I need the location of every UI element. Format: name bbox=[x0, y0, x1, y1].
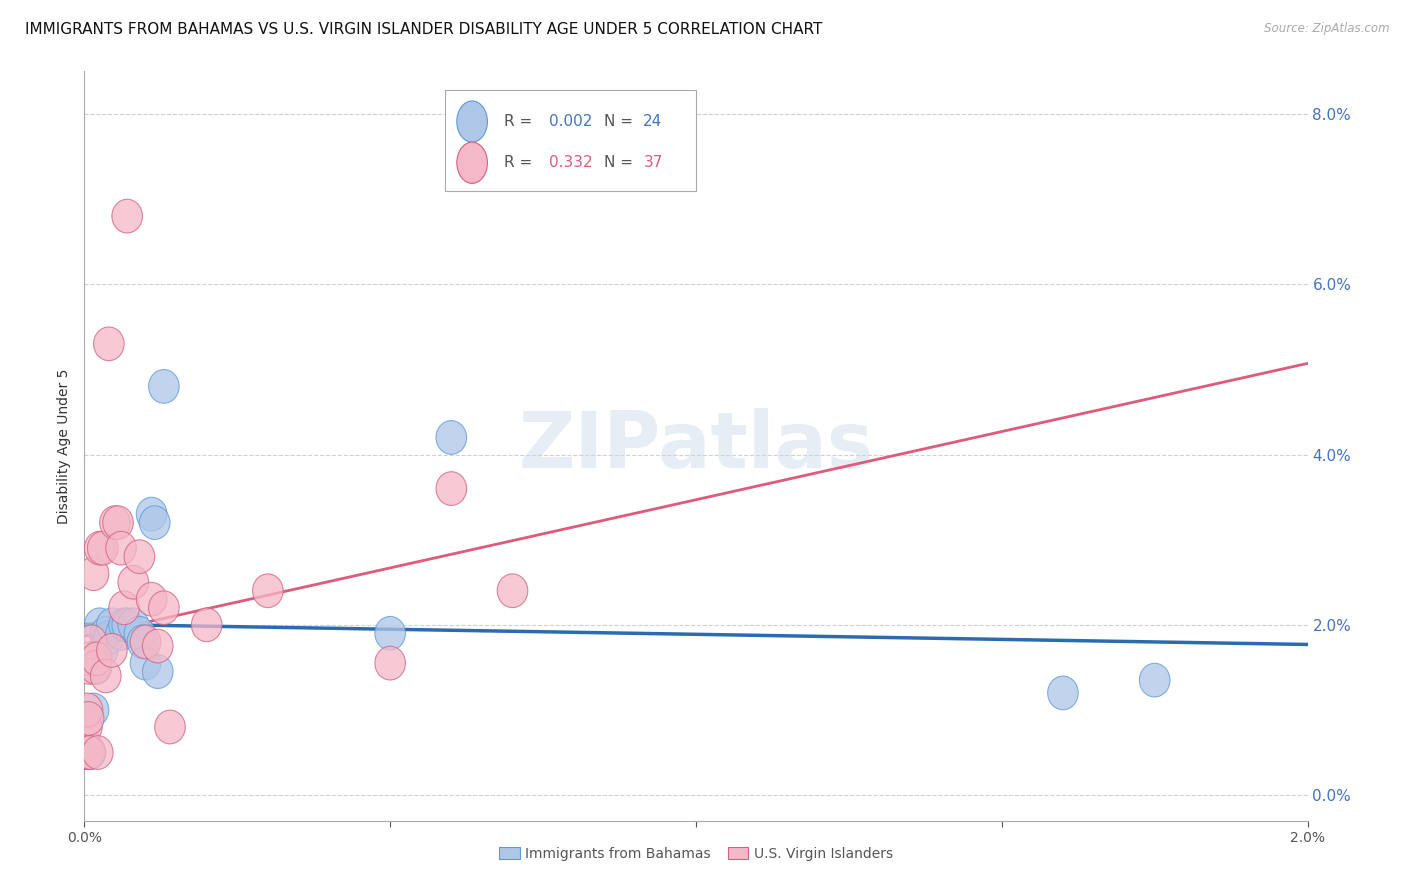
Ellipse shape bbox=[142, 629, 173, 663]
Ellipse shape bbox=[94, 327, 124, 360]
Ellipse shape bbox=[131, 625, 160, 658]
Ellipse shape bbox=[142, 655, 173, 689]
Text: 0.002: 0.002 bbox=[550, 114, 592, 129]
Ellipse shape bbox=[72, 736, 103, 770]
Ellipse shape bbox=[139, 506, 170, 540]
Ellipse shape bbox=[436, 421, 467, 454]
Ellipse shape bbox=[105, 616, 136, 650]
Ellipse shape bbox=[375, 647, 405, 680]
Ellipse shape bbox=[124, 616, 155, 650]
Text: N =: N = bbox=[605, 114, 633, 129]
Text: 0.332: 0.332 bbox=[550, 155, 593, 170]
Ellipse shape bbox=[136, 582, 167, 616]
Text: ZIPatlas: ZIPatlas bbox=[519, 408, 873, 484]
Ellipse shape bbox=[83, 736, 112, 770]
Text: R =: R = bbox=[503, 114, 533, 129]
Ellipse shape bbox=[75, 736, 105, 770]
Ellipse shape bbox=[80, 650, 111, 684]
Text: 24: 24 bbox=[644, 114, 662, 129]
Ellipse shape bbox=[127, 625, 157, 658]
Ellipse shape bbox=[84, 608, 115, 641]
Ellipse shape bbox=[191, 608, 222, 641]
Ellipse shape bbox=[118, 566, 149, 599]
Ellipse shape bbox=[100, 506, 131, 540]
Ellipse shape bbox=[149, 591, 179, 624]
Ellipse shape bbox=[436, 472, 467, 506]
Y-axis label: Disability Age Under 5: Disability Age Under 5 bbox=[58, 368, 72, 524]
Ellipse shape bbox=[108, 591, 139, 624]
Ellipse shape bbox=[498, 574, 527, 607]
Ellipse shape bbox=[131, 647, 160, 680]
Ellipse shape bbox=[108, 608, 139, 641]
Text: N =: N = bbox=[605, 155, 633, 170]
Ellipse shape bbox=[105, 532, 136, 565]
Ellipse shape bbox=[253, 574, 283, 607]
Ellipse shape bbox=[94, 621, 124, 655]
Ellipse shape bbox=[72, 710, 103, 744]
Ellipse shape bbox=[72, 693, 103, 727]
Ellipse shape bbox=[79, 693, 108, 727]
Ellipse shape bbox=[90, 616, 121, 650]
Legend: Immigrants from Bahamas, U.S. Virgin Islanders: Immigrants from Bahamas, U.S. Virgin Isl… bbox=[494, 841, 898, 866]
Ellipse shape bbox=[87, 633, 118, 667]
Ellipse shape bbox=[73, 702, 104, 735]
Ellipse shape bbox=[75, 736, 105, 770]
Ellipse shape bbox=[118, 608, 149, 641]
Ellipse shape bbox=[82, 642, 112, 676]
FancyBboxPatch shape bbox=[446, 90, 696, 191]
Ellipse shape bbox=[82, 650, 112, 684]
Ellipse shape bbox=[375, 616, 405, 650]
Text: R =: R = bbox=[503, 155, 533, 170]
Text: Source: ZipAtlas.com: Source: ZipAtlas.com bbox=[1264, 22, 1389, 36]
Ellipse shape bbox=[79, 557, 108, 591]
Ellipse shape bbox=[75, 650, 104, 684]
Ellipse shape bbox=[73, 736, 103, 770]
Ellipse shape bbox=[70, 736, 101, 770]
Ellipse shape bbox=[75, 642, 105, 676]
Ellipse shape bbox=[70, 727, 101, 761]
Ellipse shape bbox=[87, 532, 118, 565]
Ellipse shape bbox=[149, 369, 179, 403]
Ellipse shape bbox=[136, 497, 167, 531]
Ellipse shape bbox=[84, 532, 115, 565]
Ellipse shape bbox=[457, 142, 488, 184]
Ellipse shape bbox=[90, 659, 121, 693]
Ellipse shape bbox=[124, 540, 155, 574]
Ellipse shape bbox=[97, 633, 127, 667]
Ellipse shape bbox=[97, 608, 127, 641]
Ellipse shape bbox=[457, 101, 488, 142]
Text: IMMIGRANTS FROM BAHAMAS VS U.S. VIRGIN ISLANDER DISABILITY AGE UNDER 5 CORRELATI: IMMIGRANTS FROM BAHAMAS VS U.S. VIRGIN I… bbox=[25, 22, 823, 37]
Ellipse shape bbox=[76, 625, 107, 658]
Ellipse shape bbox=[155, 710, 186, 744]
Ellipse shape bbox=[112, 608, 142, 641]
Ellipse shape bbox=[112, 199, 142, 233]
Text: 37: 37 bbox=[644, 155, 662, 170]
Ellipse shape bbox=[103, 506, 134, 540]
Ellipse shape bbox=[1139, 664, 1170, 697]
Ellipse shape bbox=[70, 736, 100, 770]
Ellipse shape bbox=[1047, 676, 1078, 710]
